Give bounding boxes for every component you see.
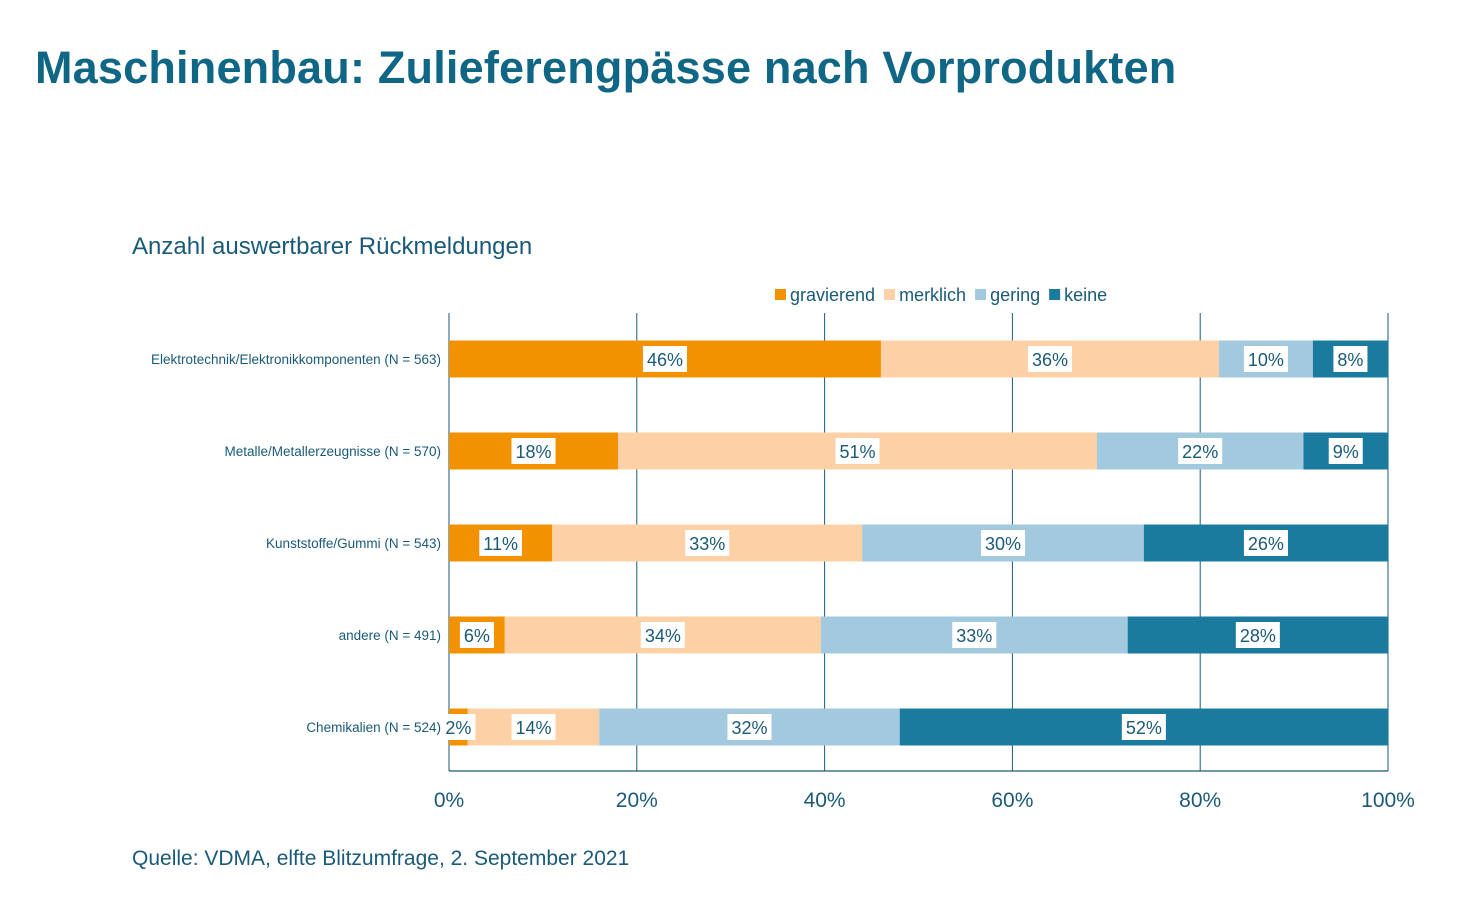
legend-label: gering xyxy=(990,285,1040,305)
data-label: 34% xyxy=(645,626,681,646)
legend-swatch xyxy=(884,289,896,300)
category-label: Chemikalien (N = 524) xyxy=(306,720,441,735)
data-label-background xyxy=(685,530,730,556)
legend-label: merklich xyxy=(899,285,966,305)
x-tick-label: 60% xyxy=(991,789,1033,812)
data-label: 6% xyxy=(464,626,490,646)
legend-swatch xyxy=(1049,289,1061,300)
data-label: 2% xyxy=(445,718,471,738)
data-label: 28% xyxy=(1240,626,1276,646)
data-label-background xyxy=(479,530,522,556)
data-label: 11% xyxy=(483,534,518,554)
data-label: 14% xyxy=(515,718,551,738)
data-label-background xyxy=(727,714,772,740)
data-label: 9% xyxy=(1333,442,1359,462)
data-label: 18% xyxy=(515,442,551,462)
data-label-background xyxy=(1243,346,1288,372)
category-label: Kunststoffe/Gummi (N = 543) xyxy=(266,536,441,551)
category-label: andere (N = 491) xyxy=(339,628,441,643)
legend-label: gravierend xyxy=(790,285,875,305)
x-tick-label: 20% xyxy=(616,789,658,812)
x-tick-label: 40% xyxy=(804,789,846,812)
x-tick-label: 0% xyxy=(434,789,464,812)
data-label: 32% xyxy=(731,718,767,738)
chart-subtitle: Anzahl auswertbarer Rückmeldungen xyxy=(132,233,533,260)
data-label-background xyxy=(1027,346,1072,372)
x-tick-label: 100% xyxy=(1361,789,1415,812)
data-label: 26% xyxy=(1248,534,1284,554)
data-label-background xyxy=(459,622,494,648)
data-label: 46% xyxy=(647,350,683,370)
legend-swatch xyxy=(975,289,987,300)
source-note: Quelle: VDMA, elfte Blitzumfrage, 2. Sep… xyxy=(132,847,630,870)
data-label: 51% xyxy=(839,442,875,462)
data-label-background xyxy=(640,622,685,648)
data-label-background xyxy=(1235,622,1280,648)
data-label-background xyxy=(642,346,687,372)
data-label-background xyxy=(1243,530,1288,556)
x-tick-label: 80% xyxy=(1179,789,1221,812)
data-label-background xyxy=(511,714,556,740)
data-label: 33% xyxy=(956,626,992,646)
data-label-background xyxy=(980,530,1026,556)
data-label: 8% xyxy=(1337,350,1363,370)
data-label-background xyxy=(441,714,476,740)
data-label: 52% xyxy=(1126,718,1162,738)
data-label-background xyxy=(1333,346,1368,372)
data-label-background xyxy=(1178,438,1223,464)
legend-label: keine xyxy=(1064,285,1107,305)
category-label: Metalle/Metallerzeugnisse (N = 570) xyxy=(225,444,441,459)
data-label: 22% xyxy=(1182,442,1218,462)
legend-swatch xyxy=(775,289,786,300)
page-title: Maschinenbau: Zulieferengpässe nach Vorp… xyxy=(35,42,1177,93)
data-label-background xyxy=(835,438,880,464)
category-label: Elektrotechnik/Elektronikkomponenten (N … xyxy=(151,352,441,367)
data-label: 36% xyxy=(1032,350,1068,370)
data-label: 33% xyxy=(689,534,725,554)
data-label-background xyxy=(1121,714,1166,740)
data-label-background xyxy=(1328,438,1363,464)
data-label: 10% xyxy=(1248,350,1284,370)
data-label-background xyxy=(952,622,997,648)
data-label-background xyxy=(511,438,556,464)
data-label: 30% xyxy=(985,534,1021,554)
